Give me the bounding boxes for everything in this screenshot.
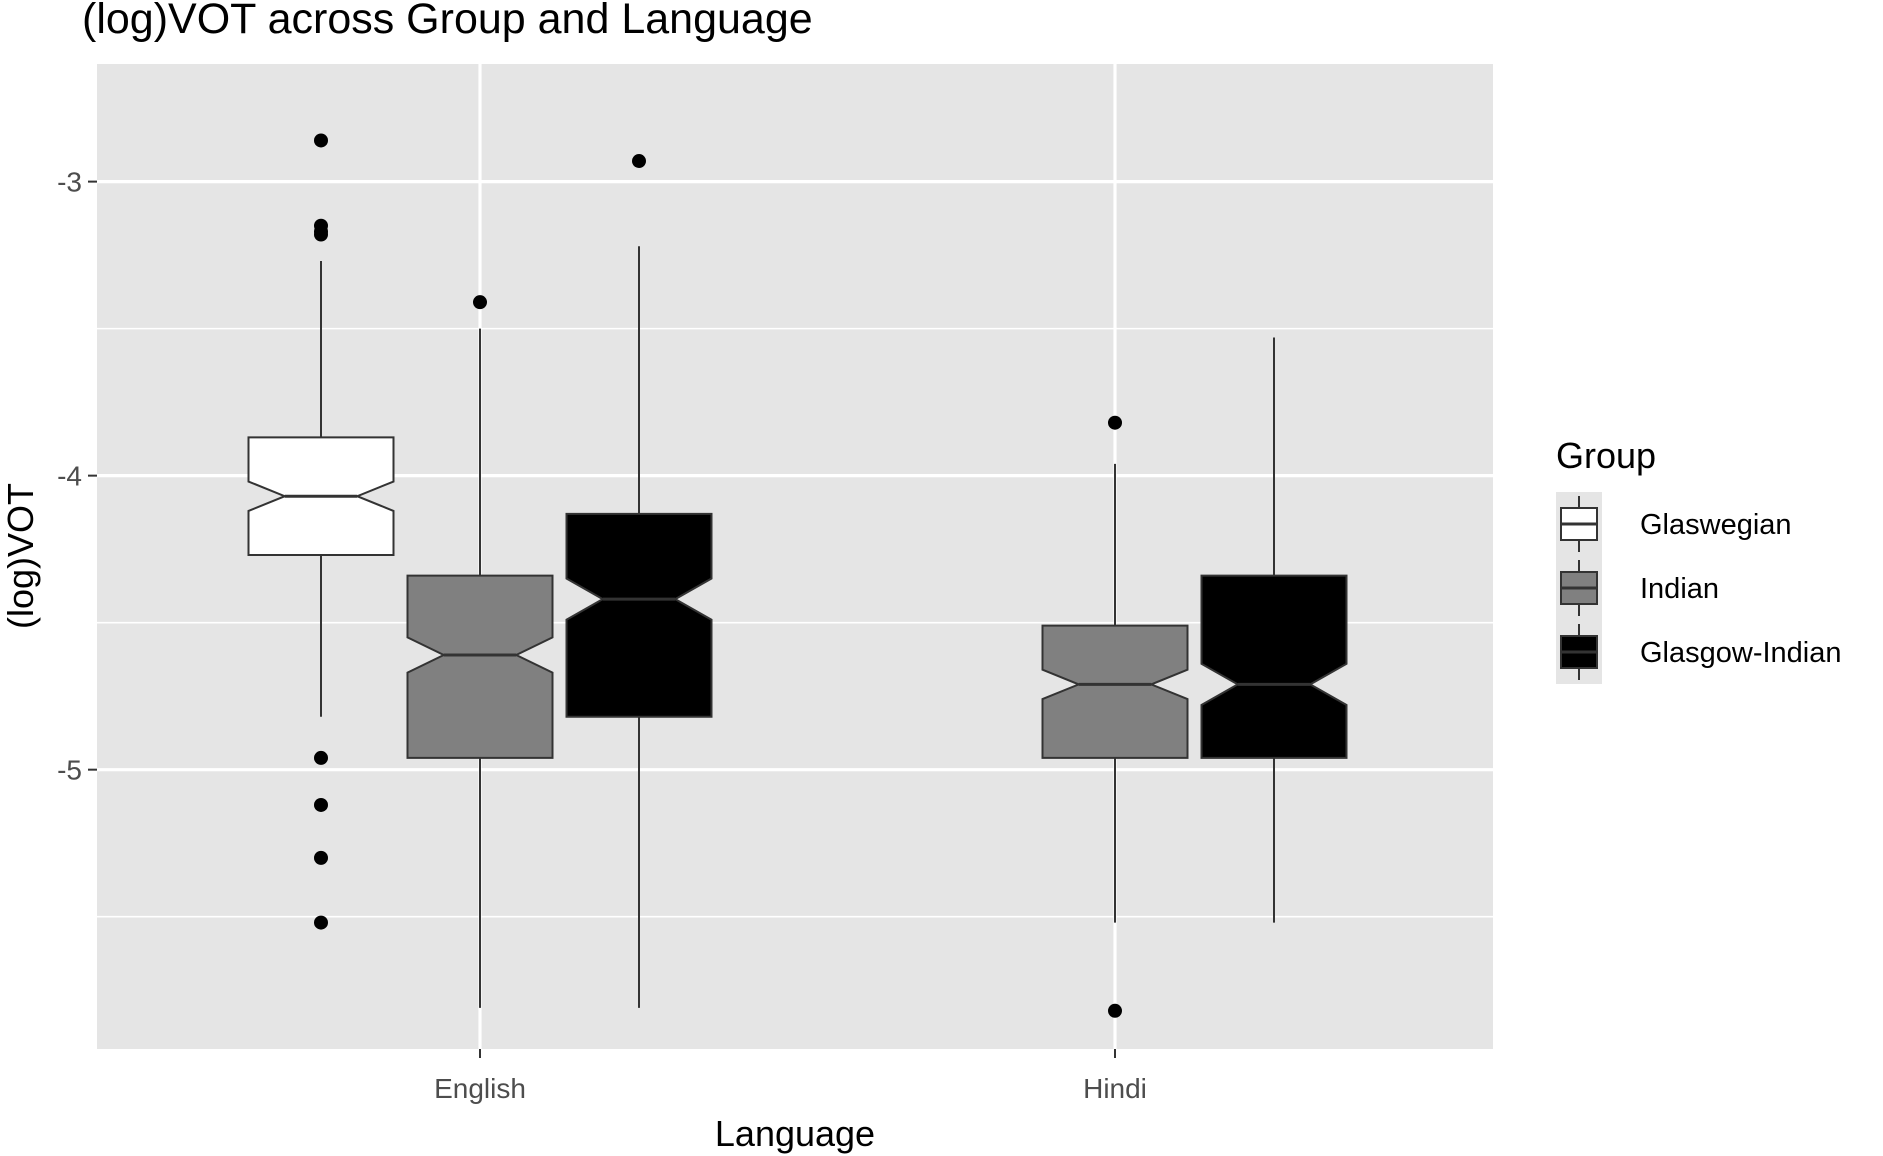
- outlier-point: [314, 797, 328, 812]
- box-glaswegian-english: [247, 133, 395, 930]
- box-indian-hindi: [1041, 415, 1189, 1018]
- box-glasgow-indian-hindi: [1200, 337, 1348, 923]
- y-axis-ticks: -5 -4 -3: [57, 167, 97, 786]
- legend-label: Glasgow-Indian: [1640, 637, 1842, 669]
- outlier-point: [314, 750, 328, 765]
- outlier-point: [314, 915, 328, 930]
- box-body: [1200, 574, 1348, 759]
- legend-entry-indian: Indian: [1560, 560, 1719, 616]
- x-axis-ticks: English Hindi: [434, 1049, 1147, 1104]
- y-tick-label: -3: [57, 167, 82, 198]
- outlier-point: [314, 227, 328, 242]
- outlier-point: [314, 850, 328, 865]
- boxplots: [247, 133, 1348, 1018]
- y-axis-title: (log)VOT: [0, 483, 41, 629]
- x-axis-title: Language: [715, 1113, 875, 1154]
- outlier-point: [632, 154, 646, 169]
- legend-entry-glasgow-indian: Glasgow-Indian: [1560, 624, 1842, 680]
- legend-label: Glaswegian: [1640, 509, 1792, 541]
- box-body: [565, 512, 713, 718]
- legend: Group Glaswegian Indian Glasgow-Indian: [1556, 435, 1842, 684]
- y-tick-label: -4: [57, 461, 82, 492]
- outlier-point: [314, 133, 328, 148]
- outlier-point: [1108, 1003, 1122, 1018]
- outlier-point: [473, 295, 487, 310]
- chart-title: (log)VOT across Group and Language: [82, 0, 813, 43]
- legend-label: Indian: [1640, 573, 1719, 605]
- x-tick-label: English: [434, 1073, 526, 1104]
- outlier-point: [1108, 415, 1122, 430]
- plot-panel: [97, 64, 1493, 1049]
- legend-entry-glaswegian: Glaswegian: [1560, 496, 1792, 552]
- box-body: [1041, 624, 1189, 759]
- y-tick-label: -5: [57, 755, 82, 786]
- box-glasgow-indian-english: [565, 154, 713, 1008]
- legend-title: Group: [1556, 435, 1656, 476]
- box-indian-english: [406, 295, 554, 1008]
- x-tick-label: Hindi: [1083, 1073, 1147, 1104]
- box-body: [406, 574, 554, 759]
